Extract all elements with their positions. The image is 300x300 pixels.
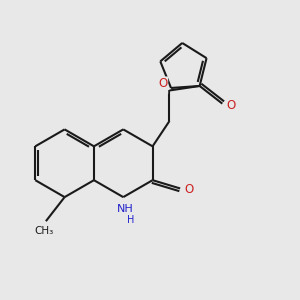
Text: O: O	[184, 183, 194, 196]
Text: CH₃: CH₃	[35, 226, 54, 236]
Text: NH: NH	[117, 205, 134, 214]
Text: O: O	[158, 77, 167, 90]
Text: H: H	[127, 215, 134, 225]
Text: O: O	[226, 99, 236, 112]
Text: O: O	[158, 80, 168, 94]
